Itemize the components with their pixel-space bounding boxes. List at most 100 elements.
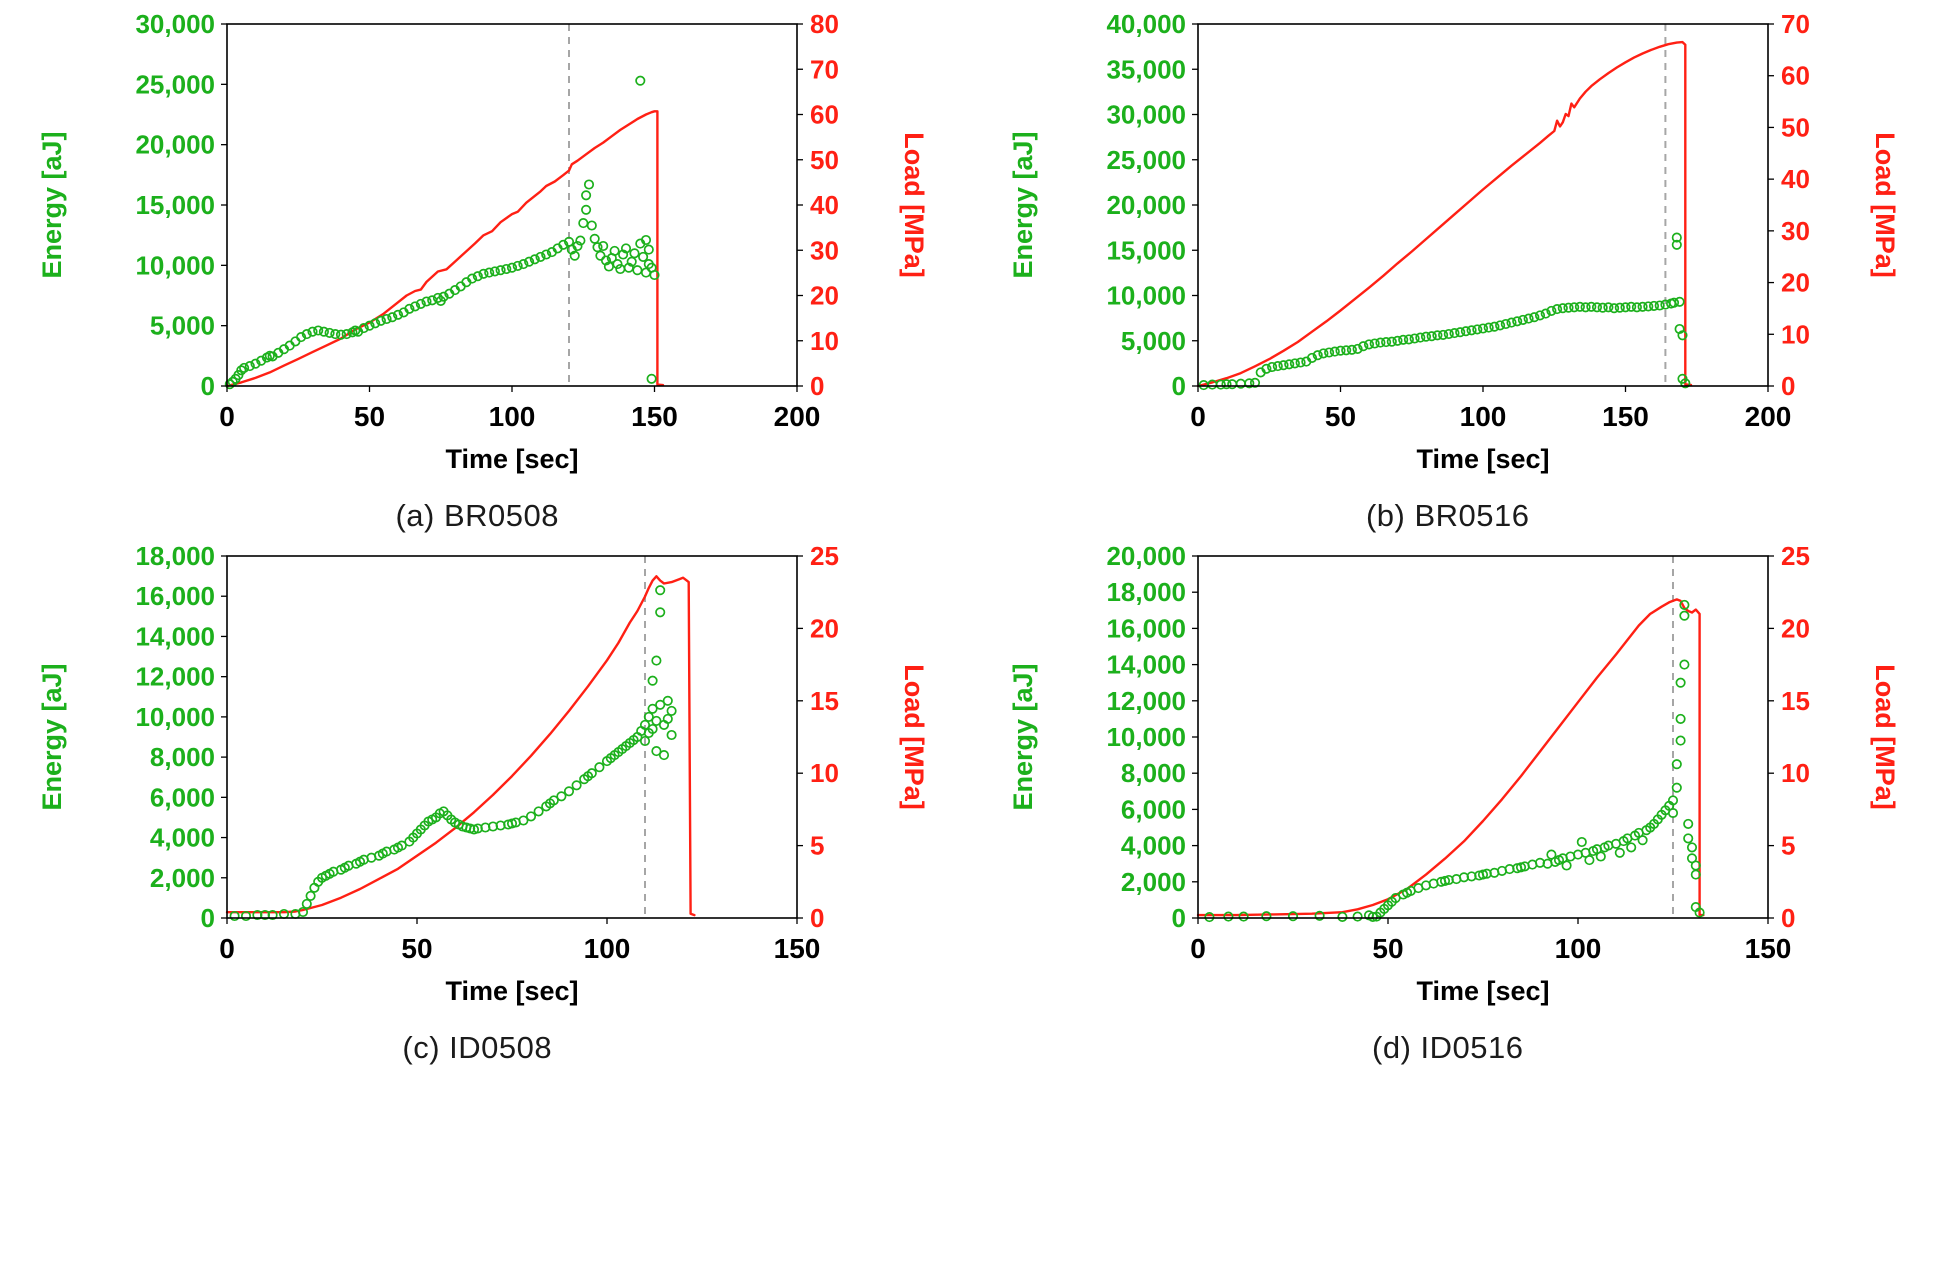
svg-text:150: 150 [1744, 933, 1791, 964]
svg-text:Time [sec]: Time [sec] [1416, 976, 1549, 1006]
svg-text:5,000: 5,000 [150, 311, 215, 341]
svg-text:0: 0 [219, 401, 235, 432]
svg-text:25: 25 [810, 541, 839, 571]
svg-text:5,000: 5,000 [1121, 326, 1186, 356]
svg-text:150: 150 [631, 401, 678, 432]
svg-text:25,000: 25,000 [1106, 145, 1186, 175]
figure-grid: 0 5,000 10,000 15,000 20,000 25,000 30,000 0 10 2… [10, 6, 1916, 1066]
svg-text:0: 0 [1781, 903, 1795, 933]
svg-text:4,000: 4,000 [150, 823, 215, 853]
svg-text:Energy [aJ]: Energy [aJ] [37, 131, 67, 278]
svg-text:30: 30 [810, 235, 839, 265]
svg-text:50: 50 [402, 933, 433, 964]
chart-caption-c: (c) ID0508 [402, 1030, 553, 1065]
chart-plot-area-c: 0 2,000 4,000 6,000 8,000 10,000 12,000 14,000 1… [27, 538, 929, 1030]
svg-text:20: 20 [1781, 613, 1810, 643]
svg-text:100: 100 [489, 401, 536, 432]
svg-text:200: 200 [1744, 401, 1791, 432]
svg-text:60: 60 [810, 100, 839, 130]
svg-text:100: 100 [1459, 401, 1506, 432]
svg-text:70: 70 [810, 54, 839, 84]
chart-plot-area-d: 0 2,000 4,000 6,000 8,000 10,000 12,000 14,000 1… [998, 538, 1900, 1030]
svg-text:10: 10 [1781, 319, 1810, 349]
svg-text:50: 50 [354, 401, 385, 432]
chart-caption-a: (a) BR0508 [395, 498, 560, 533]
svg-text:16,000: 16,000 [1106, 613, 1186, 643]
svg-text:10: 10 [810, 326, 839, 356]
chart-svg-d: 0 2,000 4,000 6,000 8,000 10,000 12,000 14,000 1… [1008, 541, 1900, 1006]
svg-text:0: 0 [219, 933, 235, 964]
svg-text:50: 50 [1781, 112, 1810, 142]
svg-text:0: 0 [1171, 903, 1185, 933]
svg-text:0: 0 [1171, 371, 1185, 401]
chart-plot-area-b: 0 5,000 10,000 15,000 20,000 25,000 30,000 35,0… [998, 6, 1900, 498]
svg-text:150: 150 [1602, 401, 1649, 432]
svg-text:12,000: 12,000 [136, 662, 216, 692]
svg-text:0: 0 [201, 903, 215, 933]
chart-panel-d: 0 2,000 4,000 6,000 8,000 10,000 12,000 14,000 1… [981, 538, 1916, 1066]
chart-svg-c: 0 2,000 4,000 6,000 8,000 10,000 12,000 14,000 1… [37, 541, 929, 1006]
svg-text:80: 80 [810, 9, 839, 39]
svg-text:30,000: 30,000 [136, 9, 216, 39]
chart-panel-b: 0 5,000 10,000 15,000 20,000 25,000 30,000 35,0… [981, 6, 1916, 534]
svg-text:20,000: 20,000 [1106, 190, 1186, 220]
chart-panel-a: 0 5,000 10,000 15,000 20,000 25,000 30,000 0 10 2… [10, 6, 945, 534]
svg-text:35,000: 35,000 [1106, 54, 1186, 84]
svg-text:15: 15 [810, 686, 839, 716]
svg-text:6,000: 6,000 [150, 782, 215, 812]
chart-caption-d: (d) ID0516 [1372, 1030, 1524, 1065]
svg-text:2,000: 2,000 [1121, 867, 1186, 897]
svg-text:0: 0 [1781, 371, 1795, 401]
chart-svg-a: 0 5,000 10,000 15,000 20,000 25,000 30,000 0 10 2… [37, 9, 929, 474]
svg-text:Energy [aJ]: Energy [aJ] [37, 663, 67, 810]
svg-text:10,000: 10,000 [1106, 722, 1186, 752]
svg-text:40: 40 [1781, 164, 1810, 194]
svg-text:18,000: 18,000 [136, 541, 216, 571]
svg-text:8,000: 8,000 [150, 742, 215, 772]
svg-text:50: 50 [810, 145, 839, 175]
svg-text:Time [sec]: Time [sec] [1416, 444, 1549, 474]
svg-text:12,000: 12,000 [1106, 686, 1186, 716]
chart-caption-b: (b) BR0516 [1365, 498, 1530, 533]
svg-text:Time [sec]: Time [sec] [446, 976, 579, 1006]
svg-text:15: 15 [1781, 686, 1810, 716]
svg-text:0: 0 [201, 371, 215, 401]
svg-text:14,000: 14,000 [1106, 650, 1186, 680]
svg-text:20,000: 20,000 [1106, 541, 1186, 571]
svg-text:20: 20 [810, 613, 839, 643]
chart-plot-area-a: 0 5,000 10,000 15,000 20,000 25,000 30,000 0 10 2… [27, 6, 929, 498]
svg-text:18,000: 18,000 [1106, 577, 1186, 607]
svg-text:Load [MPa]: Load [MPa] [1870, 132, 1898, 278]
svg-text:25: 25 [1781, 541, 1810, 571]
svg-text:0: 0 [1190, 401, 1206, 432]
svg-text:20: 20 [810, 281, 839, 311]
svg-text:Load [MPa]: Load [MPa] [899, 132, 927, 278]
svg-text:8,000: 8,000 [1121, 758, 1186, 788]
svg-text:60: 60 [1781, 61, 1810, 91]
svg-text:20,000: 20,000 [136, 130, 216, 160]
svg-text:2,000: 2,000 [150, 863, 215, 893]
svg-text:10: 10 [810, 758, 839, 788]
svg-text:4,000: 4,000 [1121, 831, 1186, 861]
svg-text:0: 0 [1190, 933, 1206, 964]
svg-text:15,000: 15,000 [1106, 235, 1186, 265]
svg-text:5: 5 [810, 831, 824, 861]
svg-text:5: 5 [1781, 831, 1795, 861]
svg-text:Load [MPa]: Load [MPa] [899, 664, 927, 810]
svg-text:25,000: 25,000 [136, 69, 216, 99]
svg-text:Load [MPa]: Load [MPa] [1870, 664, 1898, 810]
svg-text:40,000: 40,000 [1106, 9, 1186, 39]
svg-text:20: 20 [1781, 268, 1810, 298]
svg-text:40: 40 [810, 190, 839, 220]
svg-text:50: 50 [1372, 933, 1403, 964]
svg-text:100: 100 [1554, 933, 1601, 964]
svg-text:10: 10 [1781, 758, 1810, 788]
chart-panel-c: 0 2,000 4,000 6,000 8,000 10,000 12,000 14,000 1… [10, 538, 945, 1066]
svg-text:10,000: 10,000 [136, 250, 216, 280]
svg-text:150: 150 [774, 933, 821, 964]
svg-text:Energy [aJ]: Energy [aJ] [1008, 131, 1038, 278]
svg-text:100: 100 [584, 933, 631, 964]
svg-text:0: 0 [810, 371, 824, 401]
svg-text:30: 30 [1781, 216, 1810, 246]
svg-text:6,000: 6,000 [1121, 794, 1186, 824]
